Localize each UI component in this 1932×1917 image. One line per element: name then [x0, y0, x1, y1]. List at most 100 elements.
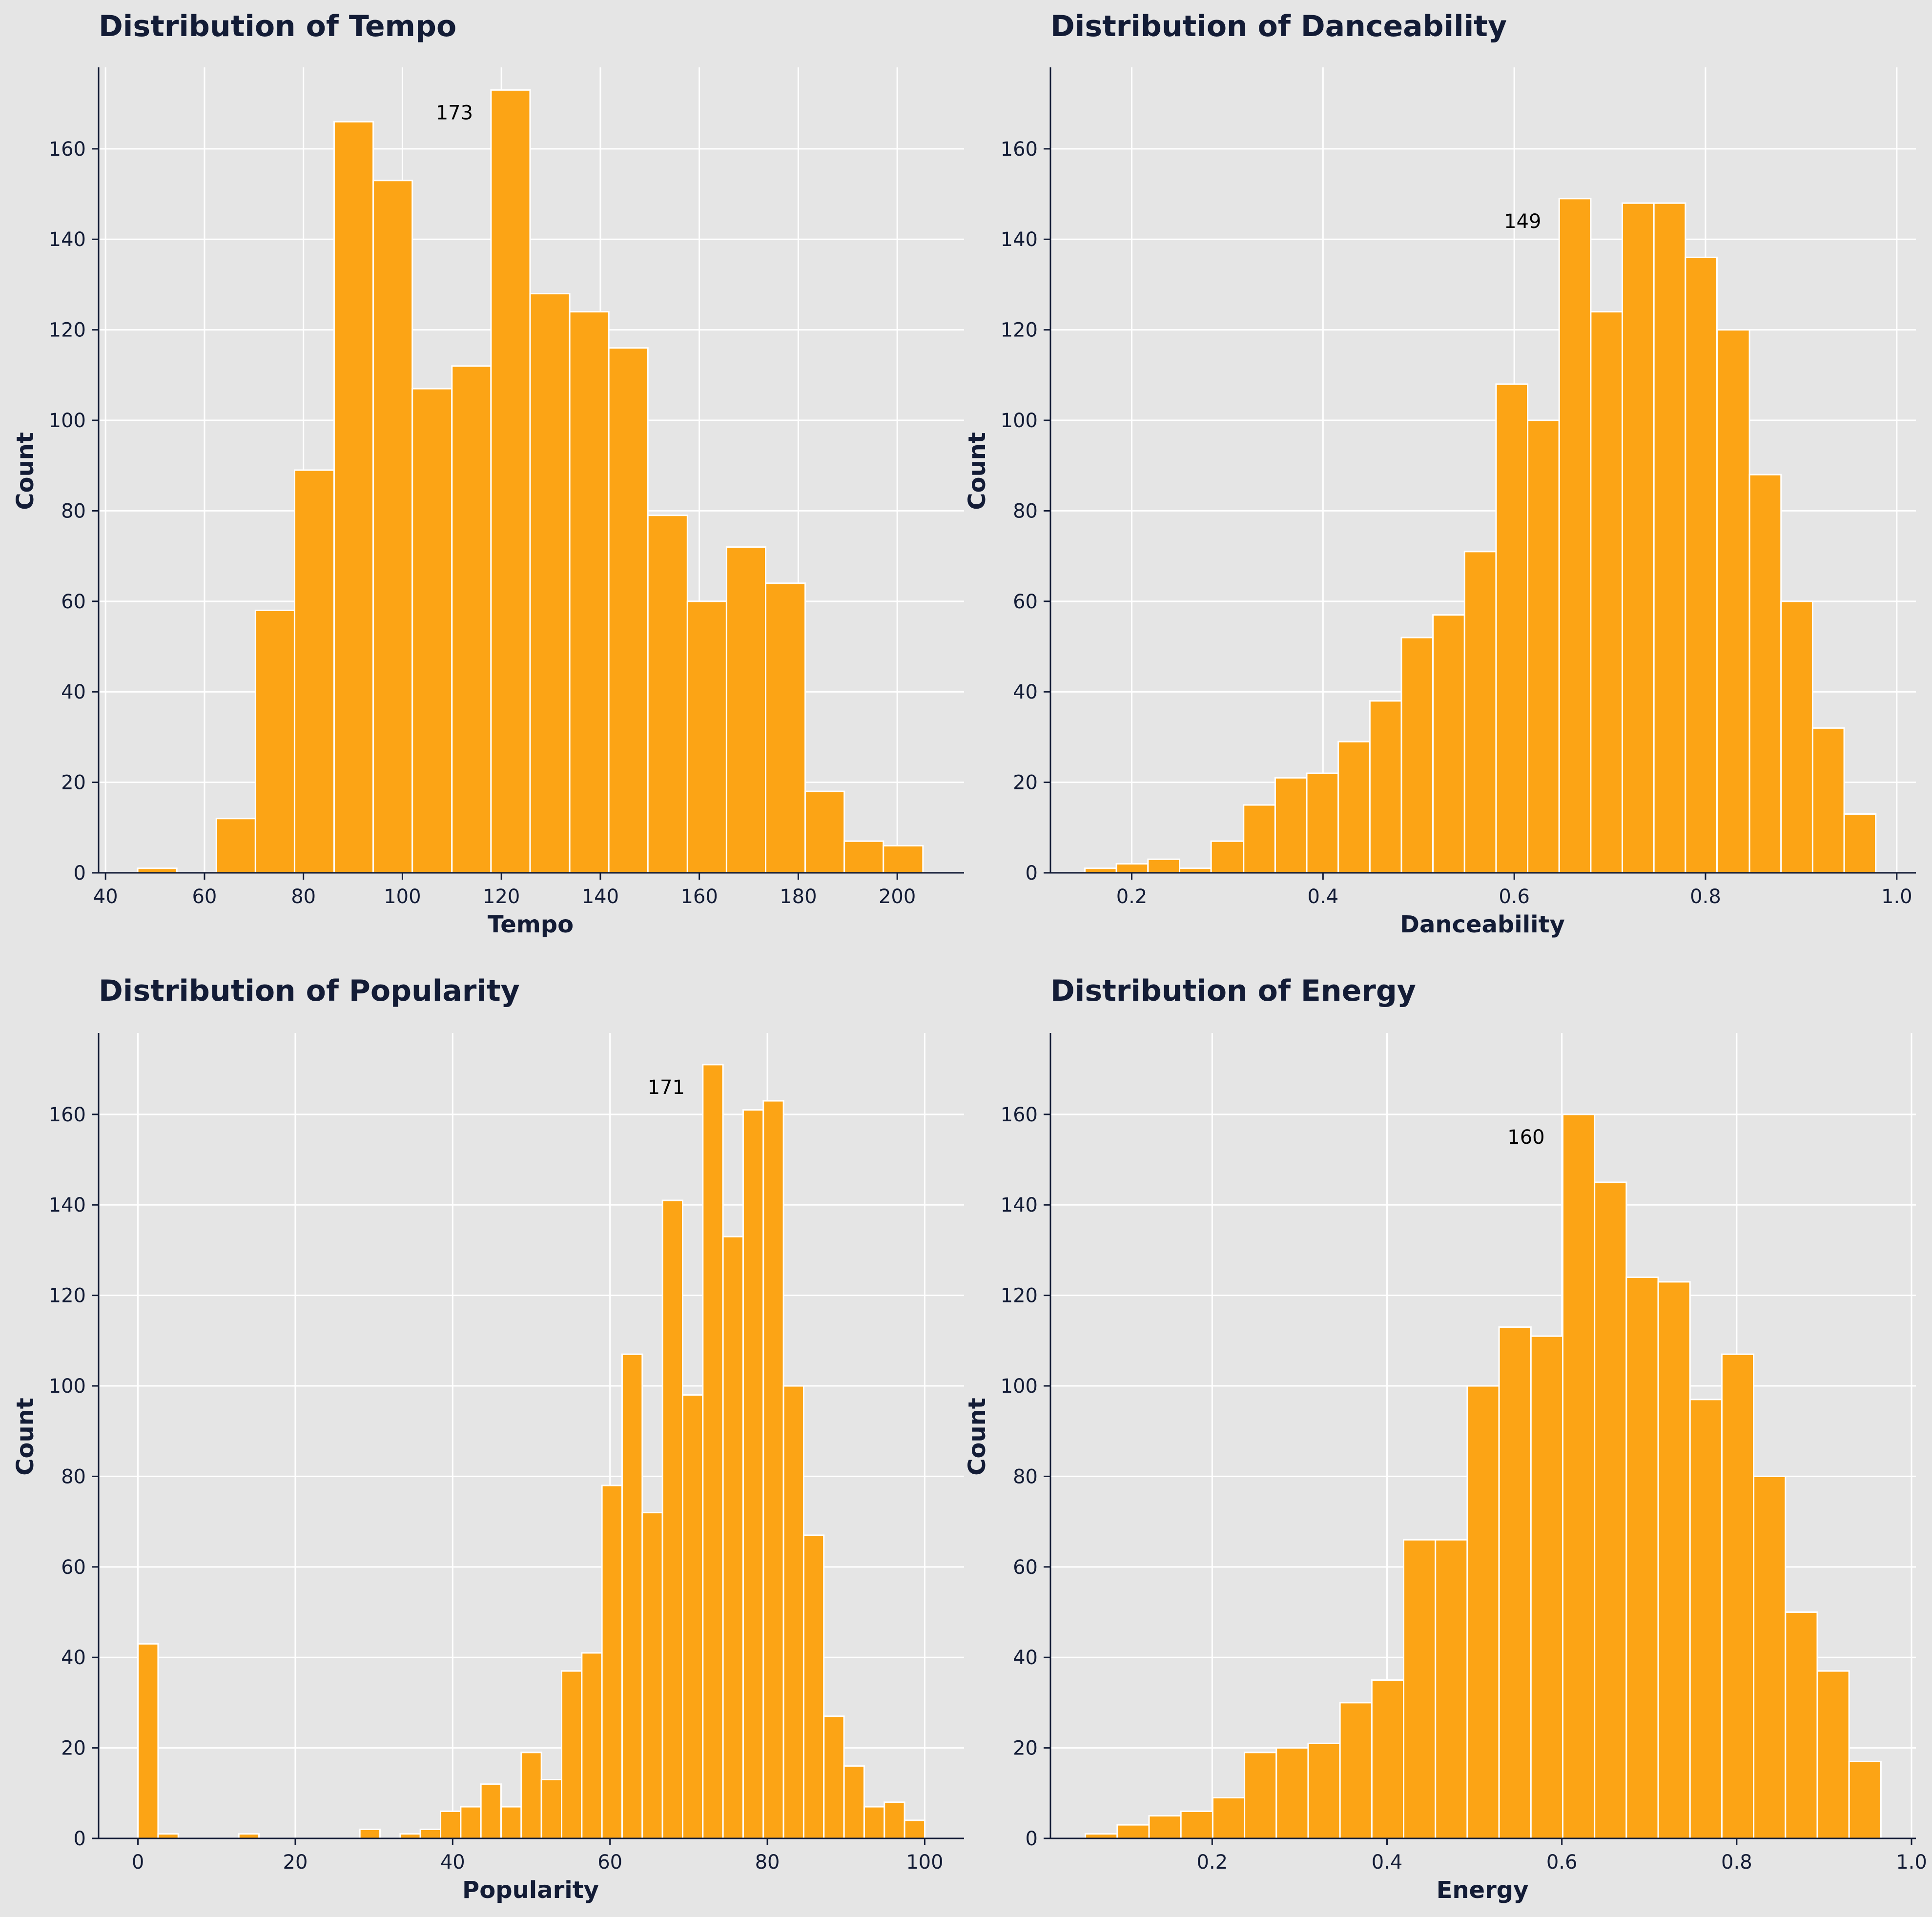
peak-annotation: 171 — [648, 1076, 685, 1099]
x-tick-label: 100 — [384, 886, 421, 908]
x-tick-label: 200 — [879, 886, 916, 908]
y-tick-label: 80 — [61, 1465, 86, 1488]
histogram-bar — [1562, 1113, 1596, 1839]
histogram-bar — [451, 365, 492, 874]
x-tick-label: 60 — [192, 886, 217, 908]
histogram-bar — [419, 1828, 442, 1839]
histogram-bar — [1780, 600, 1813, 874]
y-tick-label: 20 — [61, 1737, 86, 1760]
x-ticks: 0.2 0.4 0.6 0.8 1.0 — [1197, 1838, 1927, 1874]
bars — [1085, 1113, 1882, 1839]
histogram-bar — [1716, 329, 1750, 874]
histogram-bar — [1816, 1670, 1850, 1839]
y-tick-label: 140 — [1001, 1194, 1038, 1216]
histogram-bar — [490, 89, 531, 874]
x-tick-label: 0.8 — [1721, 1851, 1752, 1874]
y-tick-label: 140 — [49, 1194, 86, 1216]
y-tick-label: 40 — [1013, 681, 1038, 703]
y-tick-label: 80 — [61, 500, 86, 522]
histogram-bar — [293, 469, 335, 874]
histogram-bar — [1748, 474, 1782, 874]
histogram-bar — [440, 1810, 462, 1839]
y-tick-label: 20 — [1013, 772, 1038, 794]
y-tick-label: 100 — [1001, 410, 1038, 432]
histogram-bar — [540, 1778, 562, 1839]
axes — [98, 67, 964, 874]
panel-energy: Distribution of Energy 0.2 0.4 0.6 0.8 1.0 0… — [964, 974, 1927, 1904]
x-tick-label: 60 — [597, 1851, 622, 1874]
peak-annotation: 160 — [1507, 1126, 1544, 1149]
y-tick-label: 40 — [1013, 1647, 1038, 1669]
y-tick-label: 40 — [61, 1647, 86, 1669]
y-tick-label: 40 — [61, 681, 86, 703]
histogram-bar — [1400, 637, 1434, 874]
histogram-bar — [1685, 256, 1718, 874]
panel-danceability: Distribution of Danceability 0.2 0.4 0.6 0.… — [964, 9, 1916, 938]
y-ticks: 0 20 40 60 80 100 120 140 160 — [1001, 138, 1050, 885]
histogram-bar — [1371, 1679, 1405, 1839]
histogram-bar — [764, 582, 806, 874]
x-tick-label: 0 — [132, 1851, 144, 1874]
histogram-bar — [1435, 1539, 1468, 1839]
histogram-bar — [843, 840, 884, 874]
histogram-bar — [1721, 1353, 1755, 1839]
histogram-bar — [1530, 1335, 1563, 1839]
x-axis-label: Tempo — [488, 911, 574, 938]
histogram-bar — [823, 1715, 845, 1839]
x-tick-label: 0.4 — [1308, 886, 1339, 908]
histogram-bar — [762, 1100, 784, 1839]
histogram-bar — [1244, 1752, 1277, 1839]
histogram-bar — [725, 546, 766, 874]
histogram-bar — [1275, 1747, 1309, 1839]
x-tick-label: 1.0 — [1881, 886, 1912, 908]
histogram-bar — [1527, 419, 1560, 874]
histogram-bar — [1212, 1797, 1246, 1839]
histogram-bar — [254, 609, 295, 874]
x-tick-label: 0.2 — [1197, 1851, 1228, 1874]
x-ticks: 40 60 80 100 120 140 160 180 200 — [93, 873, 916, 908]
histogram-bar — [702, 1064, 724, 1839]
histogram-bar — [460, 1806, 482, 1839]
bars — [137, 89, 924, 874]
histogram-bar — [1498, 1326, 1532, 1839]
x-tick-label: 1.0 — [1896, 1851, 1927, 1874]
peak-annotation: 173 — [436, 102, 473, 124]
y-ticks: 0 20 40 60 80 100 120 140 160 — [49, 1104, 99, 1850]
y-tick-label: 60 — [1013, 591, 1038, 613]
histogram-bar — [742, 1109, 764, 1839]
y-axis-label: Count — [964, 432, 991, 510]
y-tick-label: 140 — [49, 228, 86, 251]
histogram-bar — [647, 515, 688, 874]
panel-tempo: Distribution of Tempo 40 60 80 100 120 140 160… — [12, 9, 964, 938]
histogram-bar — [569, 311, 610, 874]
y-tick-label: 80 — [1013, 500, 1038, 522]
x-axis-label: Popularity — [462, 1876, 599, 1904]
x-tick-label: 0.6 — [1546, 1851, 1578, 1874]
histogram-bar — [1147, 858, 1180, 874]
histogram-bar — [1653, 202, 1686, 874]
x-tick-label: 120 — [483, 886, 520, 908]
histogram-bar — [137, 1643, 159, 1839]
y-tick-label: 0 — [1026, 862, 1038, 885]
y-tick-label: 20 — [61, 772, 86, 794]
histogram-bar — [1594, 1181, 1627, 1839]
x-ticks: 0.2 0.4 0.6 0.8 1.0 — [1116, 873, 1912, 908]
x-tick-label: 20 — [283, 1851, 308, 1874]
histogram-bar — [804, 790, 845, 874]
histogram-bar — [1274, 777, 1308, 874]
axes — [98, 1033, 964, 1839]
chart-title: Distribution of Tempo — [99, 9, 456, 43]
chart-title: Distribution of Popularity — [99, 974, 520, 1008]
chart-title: Distribution of Energy — [1050, 974, 1416, 1008]
histogram-bar — [1337, 741, 1371, 874]
histogram-bar — [1463, 551, 1497, 874]
histogram-bar — [215, 818, 256, 874]
histogram-bar — [1210, 840, 1245, 874]
x-tick-label: 40 — [93, 886, 118, 908]
y-tick-label: 120 — [1001, 319, 1038, 342]
panel-popularity: Distribution of Popularity 0 20 40 60 80 100 … — [12, 974, 964, 1904]
x-tick-label: 140 — [582, 886, 619, 908]
y-tick-label: 20 — [1013, 1737, 1038, 1760]
x-tick-label: 100 — [906, 1851, 943, 1874]
y-axis-label: Count — [12, 1398, 39, 1476]
